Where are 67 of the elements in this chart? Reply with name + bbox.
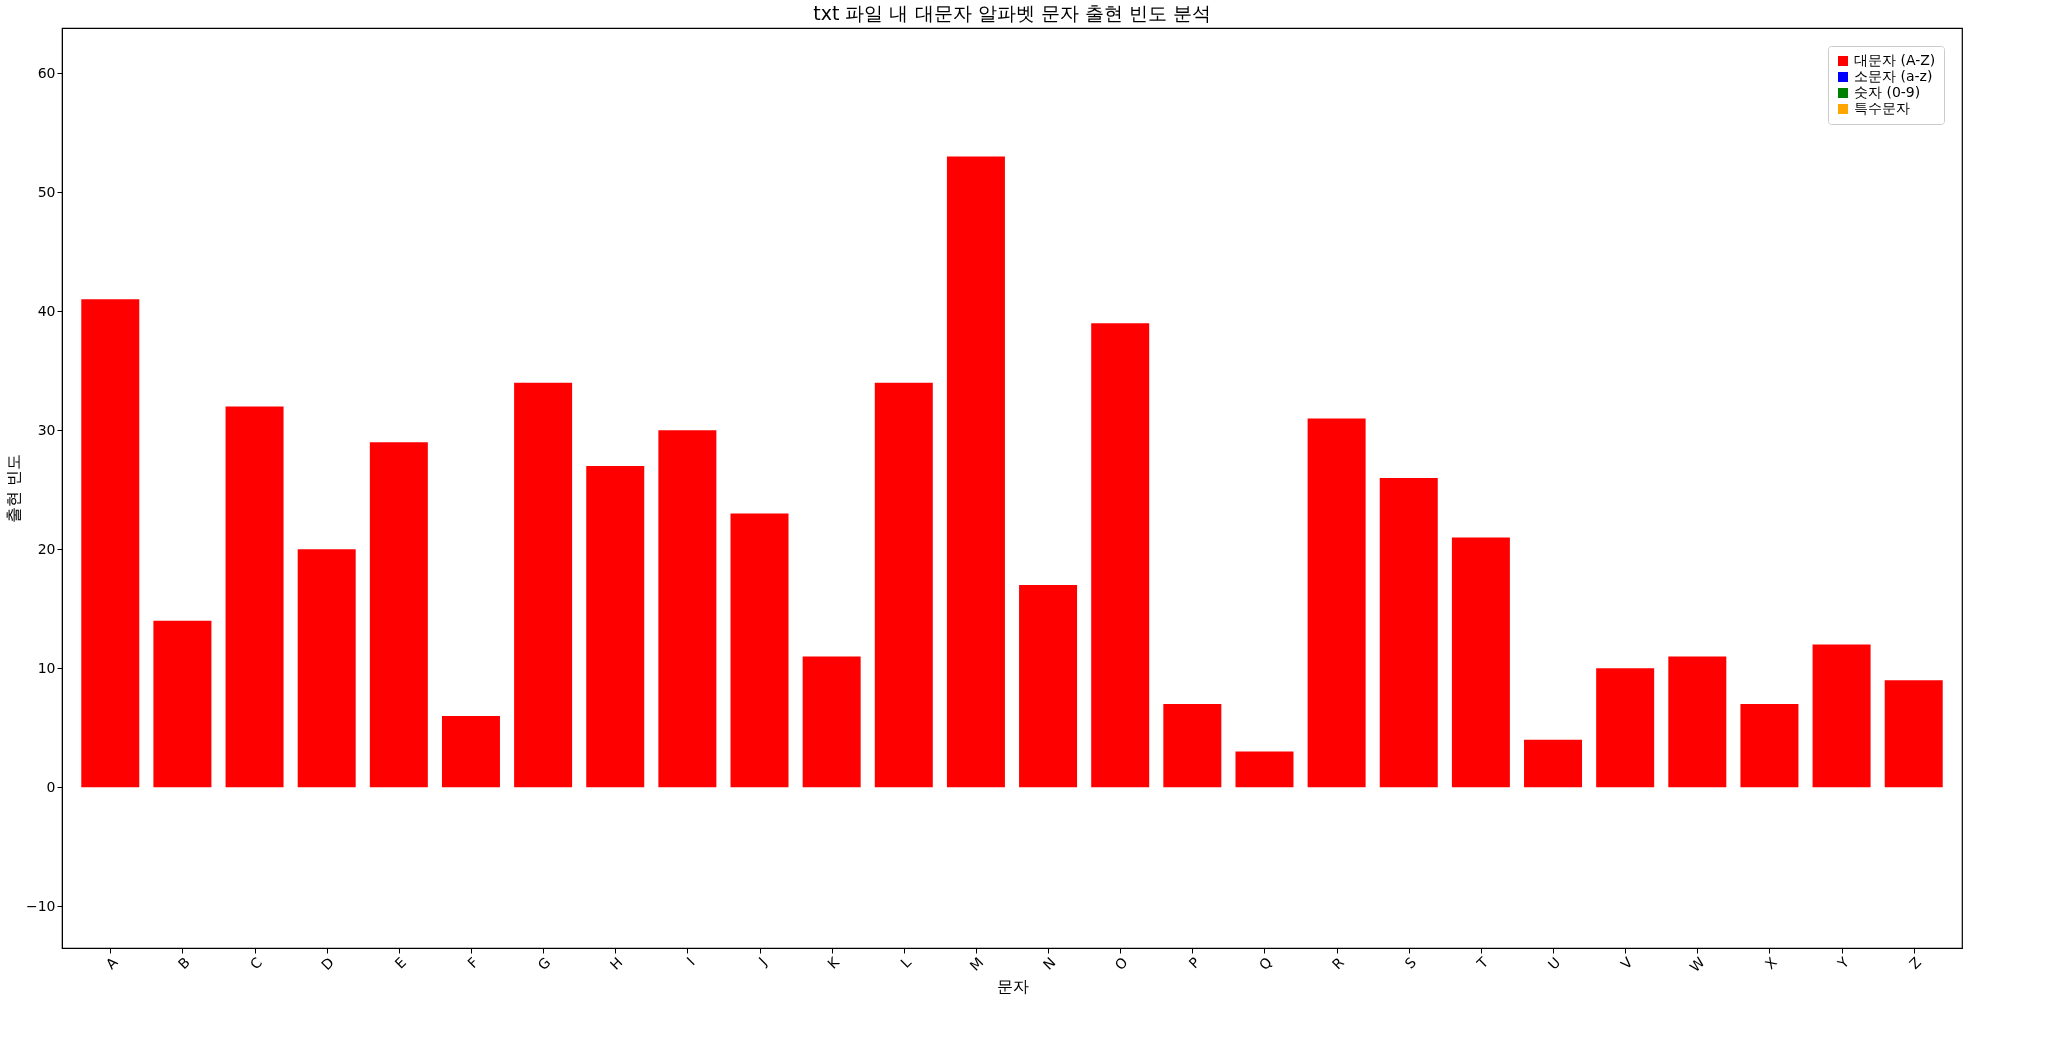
- y-tick-label: 30: [37, 421, 56, 438]
- bar: [1596, 668, 1655, 788]
- bar: [225, 406, 284, 788]
- x-tick-label: G: [534, 954, 554, 974]
- bar: [1884, 680, 1943, 788]
- legend-label: 소문자 (a-z): [1854, 68, 1933, 84]
- legend-label: 대문자 (A-Z): [1854, 52, 1936, 68]
- x-tick-label: K: [824, 953, 843, 972]
- bar: [81, 299, 140, 788]
- bar: [1524, 739, 1583, 788]
- y-tick-label: 10: [37, 659, 56, 676]
- bar: [297, 549, 356, 788]
- bar: [1163, 704, 1222, 788]
- x-tick-label: A: [102, 953, 121, 973]
- y-tick-label: 40: [37, 302, 56, 319]
- bar: [1091, 323, 1150, 788]
- bar: [730, 513, 789, 788]
- y-tick-label: 20: [37, 540, 56, 557]
- x-tick-label: S: [1401, 954, 1420, 972]
- x-tick-label: E: [391, 954, 410, 972]
- x-tick-label: B: [174, 954, 193, 973]
- x-tick-label: P: [1185, 954, 1203, 972]
- chart-title: txt 파일 내 대문자 알파벳 문자 출현 빈도 분석: [813, 2, 1211, 24]
- bar: [514, 382, 573, 788]
- bar: [1668, 656, 1727, 788]
- bar: [1307, 418, 1366, 788]
- bar: [586, 465, 645, 788]
- x-tick-label: V: [1617, 953, 1636, 973]
- x-tick-label: J: [754, 954, 770, 970]
- y-tick-label: 50: [37, 183, 56, 200]
- x-axis-title: 문자: [996, 977, 1029, 997]
- bar: [802, 656, 861, 788]
- bar: [1812, 644, 1871, 788]
- bar: [441, 715, 500, 788]
- x-tick-label: F: [464, 954, 482, 972]
- y-axis-title: 출현 빈도: [3, 453, 23, 524]
- bar: [1379, 477, 1438, 788]
- bar: [874, 382, 933, 788]
- x-tick-label: N: [1039, 954, 1059, 973]
- x-tick-label: H: [606, 954, 626, 973]
- y-tick-label: 60: [37, 64, 56, 81]
- x-tick-label: W: [1686, 953, 1708, 976]
- x-tick-label: O: [1111, 954, 1131, 974]
- x-tick-label: U: [1544, 954, 1564, 973]
- bar: [1740, 704, 1799, 788]
- bar: [1019, 585, 1078, 788]
- bar: [946, 156, 1005, 788]
- legend-label: 특수문자: [1854, 100, 1910, 116]
- y-tick-label: 0: [46, 778, 56, 795]
- x-tick-label: X: [1761, 953, 1781, 973]
- bar: [1451, 537, 1510, 788]
- bar: [658, 430, 717, 788]
- x-tick-label: I: [683, 954, 698, 969]
- bar: [153, 620, 212, 788]
- x-tick-label: T: [1473, 953, 1492, 973]
- legend-label: 숫자 (0-9): [1854, 84, 1921, 100]
- x-tick-label: M: [966, 954, 987, 974]
- x-tick-label: C: [246, 953, 266, 973]
- y-tick-label: −10: [25, 897, 56, 914]
- bar: [1235, 751, 1294, 788]
- x-tick-label: Z: [1906, 954, 1925, 973]
- x-tick-label: D: [318, 954, 338, 974]
- bar: [369, 442, 428, 788]
- x-tick-label: Q: [1255, 954, 1275, 974]
- x-tick-label: R: [1328, 953, 1348, 973]
- x-tick-label: Y: [1833, 953, 1853, 973]
- x-tick-label: L: [897, 953, 915, 971]
